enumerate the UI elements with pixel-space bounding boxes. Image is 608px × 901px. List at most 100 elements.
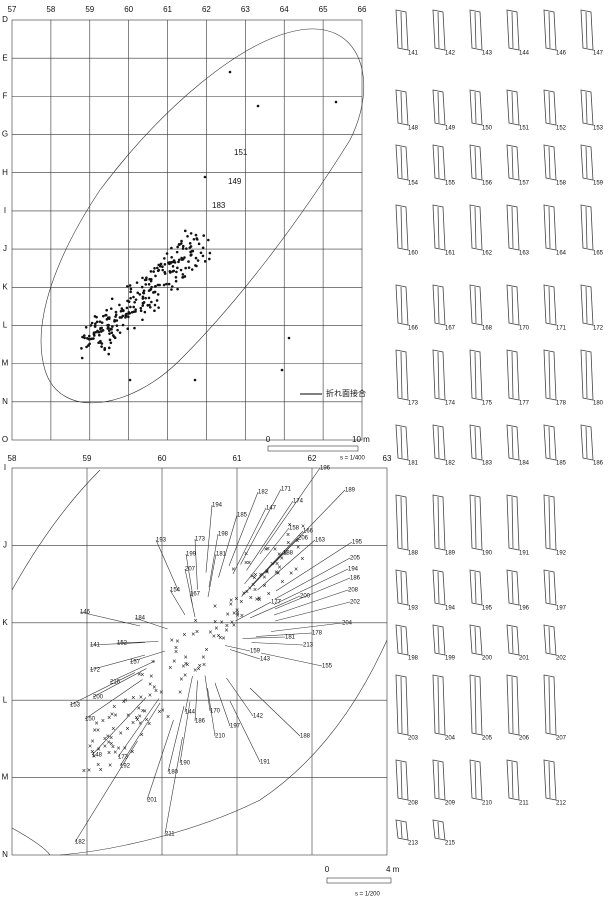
point-label: 205 [350, 556, 361, 562]
leader-line [207, 553, 217, 598]
row-label: D [2, 15, 8, 24]
artifact-point: × [264, 547, 268, 554]
leader-line [229, 700, 261, 763]
row-label: O [2, 435, 8, 444]
artifact-number: 188 [408, 551, 419, 557]
artifact-point [134, 310, 137, 313]
artifact-drawing [395, 759, 409, 801]
artifact-point [148, 303, 151, 307]
artifact-point: × [168, 665, 172, 672]
artifact-number: 170 [519, 326, 530, 332]
leader-line [226, 677, 254, 717]
artifact-drawing [543, 759, 557, 801]
artifact-drawing [432, 89, 446, 126]
point-label: 194 [212, 503, 223, 509]
artifact-point [93, 325, 97, 328]
point-label: 148 [92, 753, 103, 759]
artifact-drawing [432, 424, 446, 461]
artifact-point [154, 274, 157, 278]
leader-line [189, 593, 196, 618]
artifact-point [170, 288, 173, 291]
artifact-point [134, 298, 138, 301]
leader-line [116, 641, 159, 644]
point-label: 157 [130, 660, 141, 666]
artifact-drawing [432, 349, 446, 401]
artifact-point: × [92, 754, 96, 761]
artifact-point [107, 352, 110, 356]
artifact-point: × [110, 712, 114, 719]
artifact-point [110, 297, 114, 301]
artifact-point: × [143, 708, 147, 715]
artifact-point [175, 270, 178, 274]
leader-line [224, 645, 251, 652]
artifact-point [125, 285, 129, 288]
artifact-number: 156 [482, 181, 493, 187]
artifact-point [98, 320, 102, 323]
artifact-point [192, 237, 196, 241]
artifact-point: × [196, 666, 200, 673]
artifact-point: × [174, 649, 178, 656]
artifact-drawing [506, 284, 520, 326]
artifact-point: × [202, 662, 206, 669]
artifact-number: 193 [408, 606, 419, 612]
artifact-drawing [543, 284, 557, 326]
artifact-number: 190 [482, 551, 493, 557]
point-label: 150 [85, 717, 96, 723]
artifact-number: 155 [445, 181, 456, 187]
artifact-drawing [432, 569, 446, 606]
leader-line [251, 530, 304, 586]
artifact-point [190, 268, 194, 271]
artifact-number: 166 [408, 326, 419, 332]
artifact-point [141, 297, 145, 300]
artifact-number: 206 [519, 736, 530, 742]
artifact-point [189, 245, 193, 248]
leader-line [79, 611, 141, 627]
artifact-point [177, 258, 181, 262]
artifact-point: × [225, 623, 229, 630]
artifact-number: 208 [408, 801, 419, 807]
leader-line [89, 654, 146, 671]
artifact-point [256, 104, 260, 108]
point-label: 181 [216, 552, 227, 558]
artifact-point: × [107, 715, 111, 722]
point-label: 206 [298, 536, 309, 542]
artifact-point: × [232, 623, 236, 630]
artifact-point: × [213, 603, 217, 610]
artifact-point: × [280, 555, 284, 562]
artifact-point: × [149, 673, 153, 680]
leader-line [246, 500, 294, 571]
row-label: J [3, 541, 7, 550]
artifact-point [156, 269, 160, 273]
leader-line [244, 527, 290, 585]
artifact-point [171, 265, 175, 268]
artifact-point [203, 175, 207, 179]
artifact-number: 178 [556, 401, 567, 407]
artifact-drawing [395, 144, 409, 181]
artifact-point [99, 339, 102, 343]
artifact-point: × [267, 591, 271, 598]
artifact-drawing [469, 624, 483, 656]
artifact-point: × [96, 727, 100, 734]
leader-line [146, 719, 174, 801]
artifact-point [176, 245, 179, 249]
point-label: 184 [135, 616, 146, 622]
artifact-number: 154 [408, 181, 419, 187]
artifact-point: × [252, 575, 256, 582]
leader-line [109, 660, 156, 683]
leader-line [249, 595, 301, 619]
artifact-point: × [229, 598, 233, 605]
point-label: 191 [260, 760, 271, 766]
point-label: 182 [75, 840, 86, 846]
artifact-point [177, 243, 181, 246]
artifact-point [104, 313, 108, 317]
artifact-drawing [580, 284, 594, 326]
artifact-point: × [300, 556, 304, 563]
artifact-point [102, 314, 105, 318]
artifact-drawing [432, 819, 446, 841]
scale-ratio: s = 1/400 [340, 456, 366, 462]
artifact-point: × [119, 731, 123, 738]
artifact-point [87, 344, 90, 347]
artifact-point [127, 300, 131, 304]
point-label: 186 [350, 576, 361, 582]
artifact-number: 205 [482, 736, 493, 742]
